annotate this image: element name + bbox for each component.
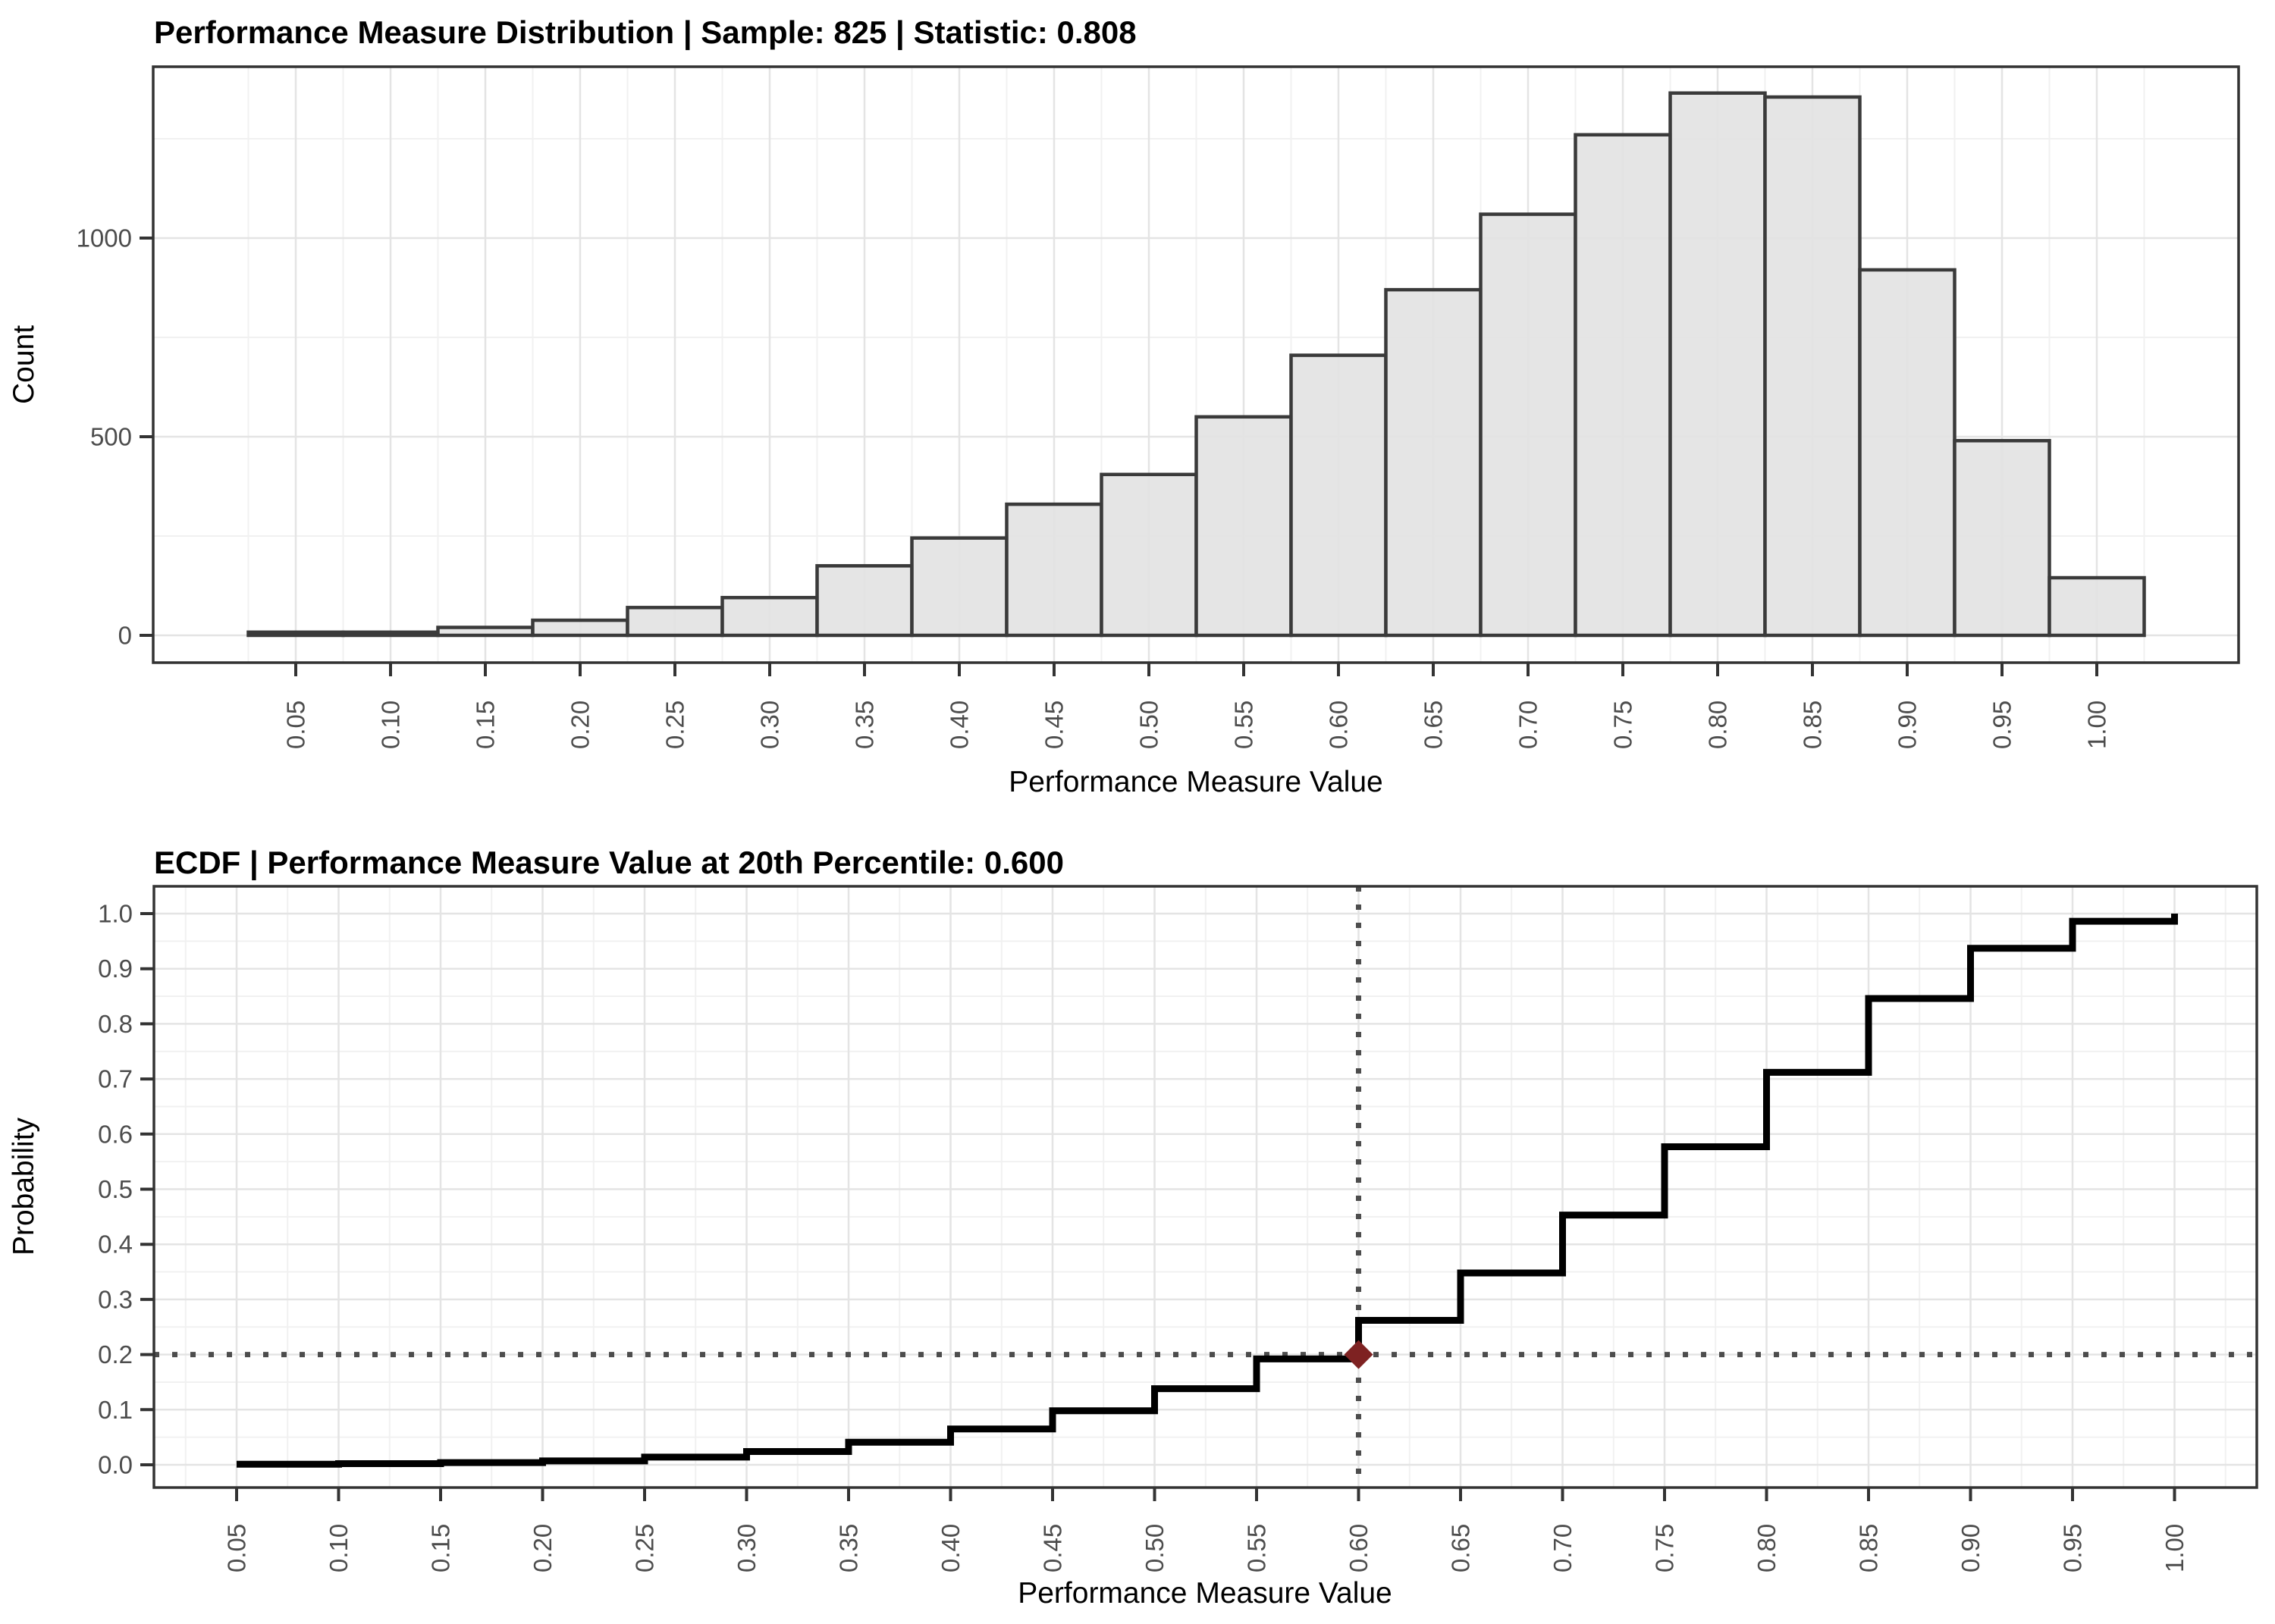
histogram-bar <box>1953 438 2051 638</box>
histogram-bar <box>1384 287 1483 638</box>
x-axis-tick-label: 0.40 <box>946 701 974 749</box>
histogram-chart: 0 500 1000 0.05 0.10 0.15 0.20 0.25 0.30 0.35 0.40… <box>8 14 2240 798</box>
y-axis-tick-label: 0.0 <box>98 1451 133 1479</box>
ecdf-title: ECDF | Performance Measure Value at 20th… <box>154 845 1064 881</box>
ecdf-plot-area: 0.0 0.1 0.2 0.3 0.4 0.5 0.6 0.7 0.8 0.9 1.0 0.05 0.1… <box>98 885 2258 1572</box>
histogram-bar <box>1194 415 1293 638</box>
histogram-bar <box>1005 502 1103 638</box>
x-axis-tick-label: 0.55 <box>1243 1524 1271 1572</box>
histogram-bar <box>1100 472 1198 638</box>
ecdf-chart: 0.0 0.1 0.2 0.3 0.4 0.5 0.6 0.7 0.8 0.9 1.0 0.05 0.1… <box>8 845 2258 1610</box>
x-axis-tick-label: 0.25 <box>661 701 689 749</box>
panel-border <box>152 65 2240 664</box>
y-axis-tick-label: 0.7 <box>98 1065 133 1093</box>
ecdf-step-line <box>237 914 2178 1468</box>
y-axis-tick-label: 0.5 <box>98 1175 133 1203</box>
histogram-bar <box>1668 91 1767 638</box>
histogram-x-axis-title: Performance Measure Value <box>1009 766 1383 798</box>
x-axis-tick-label: 0.45 <box>1040 701 1068 749</box>
x-axis-tick-label: 0.95 <box>2059 1524 2087 1572</box>
x-axis-tick-label: 0.65 <box>1447 1524 1475 1572</box>
histogram-bar <box>436 625 535 638</box>
ecdf-y-axis-title: Probability <box>8 1117 40 1256</box>
x-axis-tick-label: 0.85 <box>1855 1524 1883 1572</box>
y-axis-tick-label: 500 <box>90 423 132 451</box>
y-axis-tick-label: 1000 <box>77 224 132 252</box>
x-axis-tick-label: 0.35 <box>851 701 879 749</box>
x-axis-tick-label: 0.75 <box>1651 1524 1679 1572</box>
x-axis-tick-label: 0.50 <box>1135 701 1163 749</box>
x-axis-tick-label: 0.30 <box>733 1524 761 1572</box>
histogram-y-axis-title: Count <box>8 325 40 404</box>
x-axis-tick-label: 0.90 <box>1956 1524 1985 1572</box>
x-axis-tick-label: 0.15 <box>472 701 500 749</box>
y-axis-tick-label: 0.8 <box>98 1010 133 1038</box>
y-axis-tick-label: 0.2 <box>98 1340 133 1368</box>
y-axis-tick-label: 0.6 <box>98 1120 133 1148</box>
y-axis-tick-label: 0 <box>118 622 132 650</box>
x-axis-tick-label: 0.50 <box>1141 1524 1169 1572</box>
y-axis-tick-label: 0.9 <box>98 955 133 983</box>
x-axis-tick-label: 0.35 <box>835 1524 863 1572</box>
x-axis-tick-label: 0.30 <box>756 701 784 749</box>
panel-border <box>152 885 2258 1489</box>
x-axis-tick-label: 0.15 <box>427 1524 455 1572</box>
x-axis-tick-label: 0.20 <box>566 701 595 749</box>
histogram-bar <box>1289 353 1388 638</box>
histogram-bar <box>1858 268 1956 638</box>
x-axis-tick-label: 0.65 <box>1420 701 1448 749</box>
histogram-bar <box>626 606 724 638</box>
x-axis-tick-label: 0.10 <box>377 701 405 749</box>
x-axis-tick-label: 0.10 <box>325 1524 353 1572</box>
histogram-bar <box>910 536 1009 638</box>
x-axis-tick-label: 0.60 <box>1325 701 1353 749</box>
x-axis-tick-label: 0.70 <box>1549 1524 1577 1572</box>
percentile-point-marker <box>1344 1340 1373 1369</box>
histogram-bar <box>341 630 440 638</box>
histogram-bar <box>246 630 345 638</box>
histogram-bar <box>815 564 914 638</box>
histogram-title: Performance Measure Distribution | Sampl… <box>154 14 1137 51</box>
histogram-bar <box>1763 95 1862 638</box>
histogram-bar <box>1574 133 1672 638</box>
y-axis-tick-label: 1.0 <box>98 900 133 928</box>
histogram-bar <box>2048 575 2146 638</box>
x-axis-tick-label: 0.80 <box>1704 701 1732 749</box>
histogram-plot-area: 0 500 1000 0.05 0.10 0.15 0.20 0.25 0.30 0.35 0.40… <box>77 65 2240 749</box>
y-axis-tick-label: 0.3 <box>98 1285 133 1313</box>
x-axis-tick-label: 1.00 <box>2160 1524 2189 1572</box>
x-axis-tick-label: 0.55 <box>1230 701 1258 749</box>
x-axis-tick-label: 0.20 <box>529 1524 557 1572</box>
histogram-bar <box>1479 212 1577 638</box>
x-axis-tick-label: 0.05 <box>223 1524 251 1572</box>
x-axis-tick-label: 0.40 <box>937 1524 965 1572</box>
x-axis-tick-label: 0.90 <box>1894 701 1922 749</box>
histogram-bar <box>531 618 629 638</box>
x-axis-tick-label: 0.25 <box>631 1524 659 1572</box>
y-axis-tick-label: 0.4 <box>98 1231 133 1259</box>
x-axis-tick-label: 0.75 <box>1609 701 1637 749</box>
x-axis-tick-label: 0.85 <box>1799 701 1827 749</box>
x-axis-tick-label: 0.60 <box>1345 1524 1373 1572</box>
x-axis-tick-label: 0.80 <box>1753 1524 1781 1572</box>
ecdf-x-axis-title: Performance Measure Value <box>1018 1577 1392 1610</box>
x-axis-tick-label: 1.00 <box>2083 701 2111 749</box>
y-axis-tick-label: 0.1 <box>98 1396 133 1424</box>
x-axis-tick-label: 0.70 <box>1514 701 1542 749</box>
histogram-bar <box>720 595 819 638</box>
x-axis-tick-label: 0.05 <box>282 701 310 749</box>
x-axis-tick-label: 0.45 <box>1039 1524 1067 1572</box>
x-axis-tick-label: 0.95 <box>1988 701 2016 749</box>
